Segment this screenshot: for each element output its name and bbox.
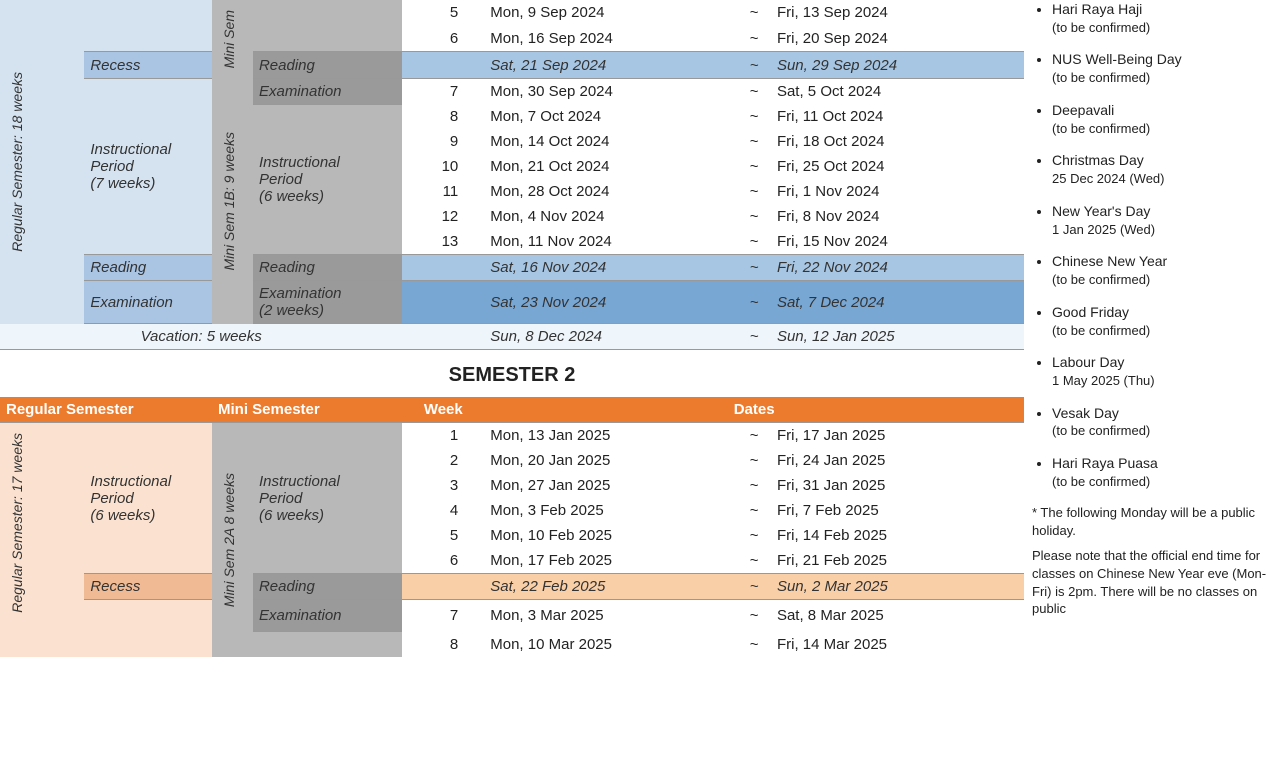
holiday-item: Christmas Day25 Dec 2024 (Wed) xyxy=(1052,151,1270,187)
sem1-mini1b-vert: Mini Sem 1B: 9 weeks xyxy=(212,78,253,324)
sem2-mini-exam: Examination xyxy=(253,600,402,632)
holiday-item: Good Friday(to be confirmed) xyxy=(1052,303,1270,339)
calendar-main: Regular Semester: 18 weeks Mini Sem 5 Mo… xyxy=(0,0,1024,657)
sem1-mini-instr: Instructional Period (6 weeks) xyxy=(253,104,402,255)
sem1-table: Regular Semester: 18 weeks Mini Sem 5 Mo… xyxy=(0,0,1024,350)
week-num: 6 xyxy=(402,26,484,52)
holiday-item: Vesak Day(to be confirmed) xyxy=(1052,404,1270,440)
footnote-1: * The following Monday will be a public … xyxy=(1032,504,1270,539)
holiday-item: New Year's Day1 Jan 2025 (Wed) xyxy=(1052,202,1270,238)
footnote-2: Please note that the official end time f… xyxy=(1032,547,1270,617)
sem1-exam: Examination xyxy=(84,281,212,324)
sem1-reg-vert: Regular Semester: 18 weeks xyxy=(0,0,84,324)
holidays-sidebar: Hari Raya Haji(to be confirmed) NUS Well-… xyxy=(1024,0,1278,657)
sem2-mini-instr: Instructional Period (6 weeks) xyxy=(253,423,402,574)
date-end: Fri, 13 Sep 2024 xyxy=(771,0,1024,26)
sem1-instr-period: Instructional Period (7 weeks) xyxy=(84,78,212,255)
sem2-hdr-week: Week xyxy=(402,397,484,423)
sem2-hdr-reg: Regular Semester xyxy=(0,397,212,423)
sem2-instr: Instructional Period (6 weeks) xyxy=(84,423,212,574)
holiday-item: Hari Raya Haji(to be confirmed) xyxy=(1052,0,1270,36)
sem2-mini-reading: Reading xyxy=(253,574,402,600)
holiday-item: Hari Raya Puasa(to be confirmed) xyxy=(1052,454,1270,490)
sem2-recess: Recess xyxy=(84,574,212,600)
date-start: Mon, 9 Sep 2024 xyxy=(484,0,737,26)
sem2-reg-vert: Regular Semester: 17 weeks xyxy=(0,423,84,657)
holiday-item: Chinese New Year(to be confirmed) xyxy=(1052,252,1270,288)
sem1-reading: Reading xyxy=(84,255,212,281)
sem2-hdr-dates: Dates xyxy=(484,397,1024,423)
sem1-vacation: Vacation: 5 weeks xyxy=(0,324,402,350)
holiday-item: NUS Well-Being Day(to be confirmed) xyxy=(1052,50,1270,86)
week-num: 5 xyxy=(402,0,484,26)
holiday-item: Labour Day1 May 2025 (Thu) xyxy=(1052,353,1270,389)
holiday-item: Deepavali(to be confirmed) xyxy=(1052,101,1270,137)
sem1-mini-reading: Reading xyxy=(253,52,402,79)
sem2-mini2a-vert: Mini Sem 2A 8 weeks xyxy=(212,423,253,657)
sem2-title: SEMESTER 2 xyxy=(0,350,1024,397)
sem1-recess: Recess xyxy=(84,52,212,79)
sem2-hdr-mini: Mini Semester xyxy=(212,397,402,423)
sem2-table: Regular Semester Mini Semester Week Date… xyxy=(0,397,1024,657)
sem1-mini1a-vert: Mini Sem xyxy=(212,0,253,78)
sem1-mini-exam: Examination xyxy=(253,78,402,104)
